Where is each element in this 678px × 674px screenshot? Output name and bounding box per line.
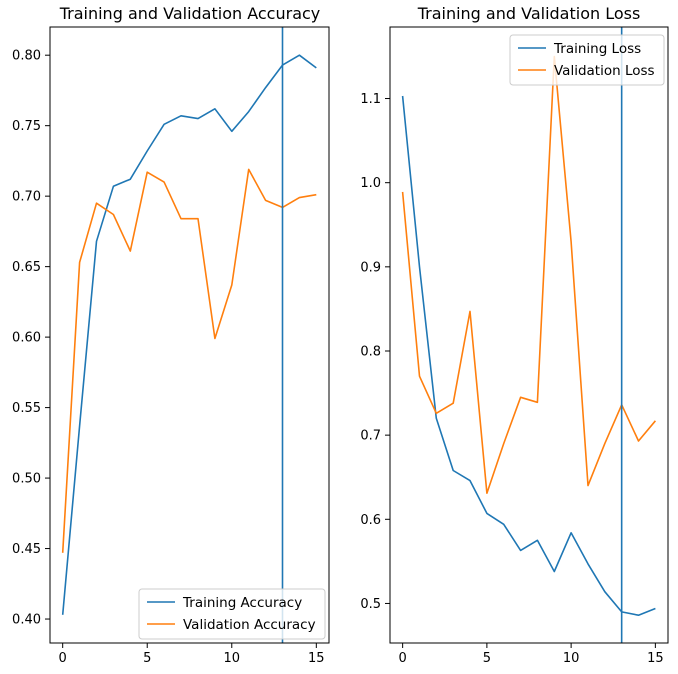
accuracy-legend: Training Accuracy Validation Accuracy (138, 588, 326, 640)
accuracy-y-tick-label: 0.70 (12, 190, 41, 205)
loss-chart-title: Training and Validation Loss (417, 4, 641, 23)
accuracy-y-tick-label: 0.60 (12, 331, 41, 346)
accuracy-series-line-validation (61, 168, 317, 553)
loss-y-tick-label: 1.0 (360, 176, 381, 191)
accuracy-y-tick-label: 0.55 (12, 401, 41, 416)
accuracy-legend-label: Validation Accuracy (183, 617, 316, 633)
accuracy-x-tick-label: 5 (143, 651, 151, 666)
loss-axes-frame (389, 26, 669, 644)
loss-x-tick-label: 10 (563, 651, 580, 666)
accuracy-series-line-training (61, 54, 317, 615)
accuracy-y-tick-label: 0.75 (12, 119, 41, 134)
accuracy-x-tick-label: 10 (223, 651, 240, 666)
accuracy-legend-label: Training Accuracy (182, 595, 302, 611)
accuracy-chart-panel: Training and Validation Accuracy 0 5 10 150… (12, 4, 330, 666)
accuracy-y-tick-label: 0.80 (12, 49, 41, 64)
accuracy-x-tick-label: 0 (59, 651, 67, 666)
accuracy-y-tick-label: 0.45 (12, 542, 41, 557)
loss-series-line-validation (401, 55, 657, 495)
accuracy-legend-box (138, 588, 326, 640)
accuracy-axes-frame (49, 26, 330, 644)
loss-x-tick-label: 15 (647, 651, 664, 666)
accuracy-chart-title: Training and Validation Accuracy (59, 4, 321, 23)
accuracy-plot-area: 0 5 10 15 0.40 0.45 0.50 0.55 0.60 0.65 0.70 0.75 0.… (12, 26, 330, 666)
loss-x-tick-label: 5 (483, 651, 491, 666)
loss-y-tick-label: 1.1 (360, 92, 381, 107)
loss-y-tick-label: 0.8 (360, 344, 381, 359)
loss-y-tick-label: 0.6 (360, 513, 381, 528)
accuracy-y-tick-label: 0.50 (12, 472, 41, 487)
loss-legend-label: Training Loss (553, 41, 641, 57)
loss-series-line-training (401, 95, 656, 617)
loss-legend-label: Validation Loss (554, 63, 655, 79)
loss-y-tick-label: 0.7 (360, 429, 381, 444)
loss-legend: Training Loss Validation Loss (509, 34, 665, 86)
loss-plot-area: 0 5 10 15 0.5 0.6 0.7 0.8 0.9 1.0 1.1 Training Loss… (360, 26, 669, 666)
loss-chart-panel: Training and Validation Loss 0 5 10 15 0.5 0.… (360, 4, 669, 666)
accuracy-y-tick-label: 0.65 (12, 260, 41, 275)
accuracy-x-tick-label: 15 (308, 651, 325, 666)
loss-legend-box (509, 34, 665, 86)
accuracy-y-tick-label: 0.40 (12, 613, 41, 628)
loss-y-tick-label: 0.9 (360, 260, 381, 275)
loss-y-tick-label: 0.5 (360, 597, 381, 612)
loss-x-tick-label: 0 (398, 651, 406, 666)
